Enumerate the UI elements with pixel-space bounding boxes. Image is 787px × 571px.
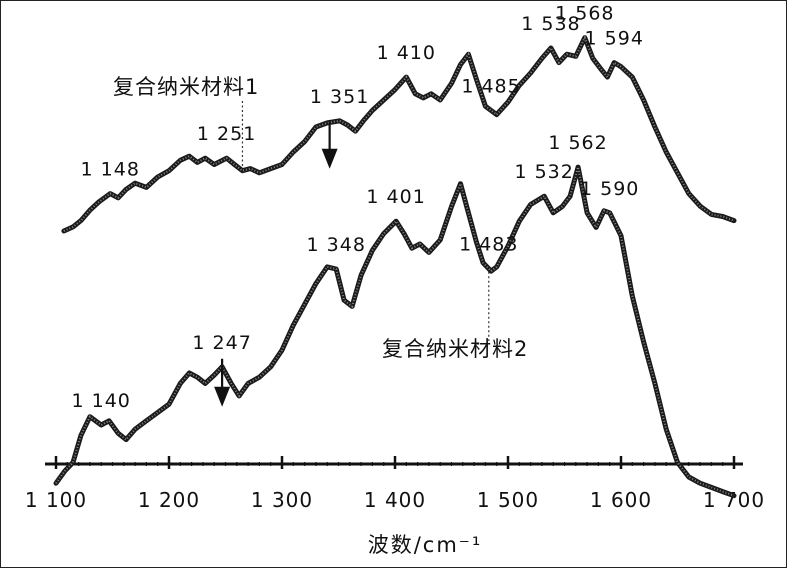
x-tick-label: 1 500 xyxy=(477,488,539,512)
peak-label: 1 590 xyxy=(580,178,639,200)
down-arrow-head xyxy=(214,386,231,407)
x-tick-label: 1 200 xyxy=(138,488,200,512)
series-label-composite-1: 复合纳米材料1 xyxy=(113,75,259,99)
peak-label: 1 148 xyxy=(81,159,140,181)
peak-arrows xyxy=(214,120,338,407)
peak-label: 1 351 xyxy=(310,86,369,108)
peak-label: 1 532 xyxy=(514,161,573,183)
peak-label: 1 568 xyxy=(555,3,614,25)
peak-label: 1 485 xyxy=(461,75,520,97)
x-axis-title: 波数/cm⁻¹ xyxy=(368,533,483,557)
peak-label: 1 562 xyxy=(548,132,607,154)
x-tick-label: 1 600 xyxy=(590,488,652,512)
peak-label: 1 401 xyxy=(366,186,425,208)
peak-label: 1 410 xyxy=(377,42,436,64)
peak-label: 1 483 xyxy=(459,234,518,256)
peak-label: 1 247 xyxy=(192,332,251,354)
series-line-texture-2 xyxy=(55,166,735,497)
x-tick-label: 1 100 xyxy=(25,488,87,512)
series-line-2 xyxy=(53,164,737,499)
x-tick-label: 1 700 xyxy=(703,488,765,512)
peak-label: 1 538 xyxy=(521,13,580,35)
series-label-composite-2: 复合纳米材料2 xyxy=(382,337,528,361)
peak-label: 1 348 xyxy=(307,234,366,256)
x-tick-label: 1 400 xyxy=(364,488,426,512)
spectrum-curves xyxy=(53,35,737,499)
peak-label: 1 594 xyxy=(585,28,644,50)
x-axis-ticks: 1 100 1 200 1 300 1 400 1 500 1 600 1 700 xyxy=(25,456,765,512)
peak-label: 1 140 xyxy=(71,390,130,412)
series-line-texture-1 xyxy=(63,35,735,232)
x-tick-label: 1 300 xyxy=(251,488,313,512)
peak-label: 1 251 xyxy=(197,123,256,145)
series-leader-lines xyxy=(241,101,490,341)
down-arrow-head xyxy=(321,148,338,169)
